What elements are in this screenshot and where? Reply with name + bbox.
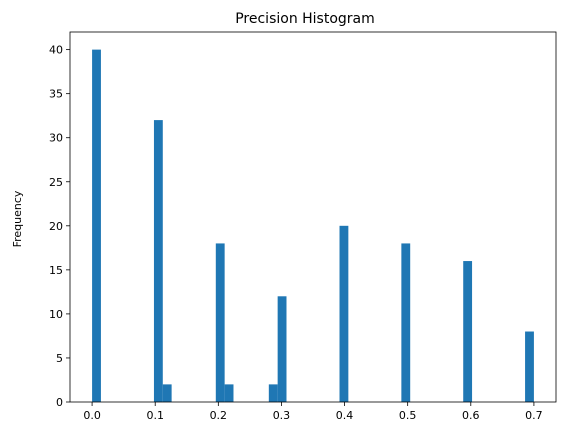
x-tick-label: 0.4 <box>336 409 354 422</box>
x-tick-label: 0.1 <box>146 409 164 422</box>
bars-group <box>92 49 534 403</box>
y-tick-label: 20 <box>49 220 63 233</box>
y-tick-label: 40 <box>49 44 63 57</box>
histogram-bar <box>153 120 163 402</box>
histogram-bar <box>162 384 172 402</box>
histogram-bar <box>224 384 234 402</box>
y-axis-label: Frequency <box>11 190 24 247</box>
histogram-bar <box>92 49 101 403</box>
histogram-bar <box>339 225 349 402</box>
histogram-bar <box>277 296 287 402</box>
x-tick-label: 0.6 <box>462 409 480 422</box>
y-tick-label: 25 <box>49 176 63 189</box>
y-axis-ticks: 0 5 10 15 20 25 30 35 40 <box>49 44 70 409</box>
x-tick-label: 0.7 <box>525 409 543 422</box>
x-tick-label: 0.0 <box>83 409 101 422</box>
x-tick-label: 0.2 <box>210 409 228 422</box>
y-tick-label: 30 <box>49 132 63 145</box>
histogram-bar <box>525 331 534 402</box>
x-tick-label: 0.5 <box>399 409 417 422</box>
y-tick-label: 15 <box>49 264 63 277</box>
plot-frame <box>69 31 557 403</box>
y-tick-label: 35 <box>49 88 63 101</box>
x-tick-label: 0.3 <box>273 409 291 422</box>
histogram-bar <box>463 261 473 402</box>
histogram-bar <box>215 243 225 402</box>
histogram-bar <box>401 243 411 402</box>
y-tick-label: 0 <box>56 396 63 409</box>
chart-title: Precision Histogram <box>235 11 375 27</box>
histogram-bar <box>268 384 278 402</box>
x-axis-ticks: 0.0 0.1 0.2 0.3 0.4 0.5 0.6 0.7 <box>83 402 543 422</box>
y-tick-label: 5 <box>56 352 63 365</box>
y-tick-label: 10 <box>49 308 63 321</box>
